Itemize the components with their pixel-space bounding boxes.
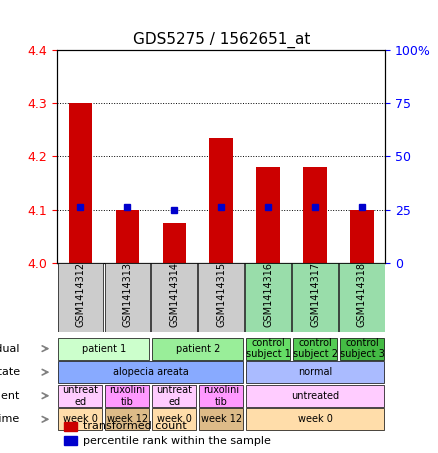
FancyBboxPatch shape	[199, 408, 243, 430]
FancyBboxPatch shape	[105, 385, 149, 407]
Bar	[209, 138, 233, 263]
Bar	[64, 421, 77, 431]
Bar	[303, 167, 327, 263]
Text: GSM1414315: GSM1414315	[216, 261, 226, 327]
Text: week 12: week 12	[201, 414, 242, 424]
Bar	[350, 210, 374, 263]
FancyBboxPatch shape	[152, 264, 197, 332]
Bar	[116, 210, 139, 263]
FancyBboxPatch shape	[245, 264, 291, 332]
FancyBboxPatch shape	[152, 408, 196, 430]
Text: week 0: week 0	[157, 414, 192, 424]
Text: untreat
ed: untreat ed	[62, 385, 99, 406]
Bar	[256, 167, 280, 263]
FancyBboxPatch shape	[339, 264, 385, 332]
Text: control
subject 2: control subject 2	[293, 338, 338, 359]
Text: ruxolini
tib: ruxolini tib	[109, 385, 145, 406]
Text: disease state: disease state	[0, 367, 20, 377]
Title: GDS5275 / 1562651_at: GDS5275 / 1562651_at	[133, 32, 310, 48]
FancyBboxPatch shape	[246, 337, 290, 360]
Text: week 0: week 0	[297, 414, 332, 424]
Text: GSM1414312: GSM1414312	[75, 261, 85, 327]
Text: GSM1414317: GSM1414317	[310, 261, 320, 327]
FancyBboxPatch shape	[199, 385, 243, 407]
FancyBboxPatch shape	[58, 408, 102, 430]
Text: individual: individual	[0, 344, 20, 354]
FancyBboxPatch shape	[105, 264, 150, 332]
FancyBboxPatch shape	[58, 264, 103, 332]
FancyBboxPatch shape	[340, 337, 384, 360]
Text: control
subject 1: control subject 1	[246, 338, 290, 359]
Text: agent: agent	[0, 391, 20, 401]
Text: patient 1: patient 1	[82, 344, 126, 354]
Text: alopecia areata: alopecia areata	[113, 367, 189, 377]
Bar	[162, 223, 186, 263]
Bar	[69, 103, 92, 263]
Text: untreated: untreated	[291, 391, 339, 401]
Text: GSM1414314: GSM1414314	[169, 261, 179, 327]
FancyBboxPatch shape	[58, 337, 149, 360]
FancyBboxPatch shape	[292, 264, 338, 332]
Text: GSM1414316: GSM1414316	[263, 261, 273, 327]
FancyBboxPatch shape	[246, 361, 384, 383]
Text: untreat
ed: untreat ed	[156, 385, 192, 406]
FancyBboxPatch shape	[105, 408, 149, 430]
FancyBboxPatch shape	[152, 385, 196, 407]
Text: GSM1414318: GSM1414318	[357, 261, 367, 327]
Text: ruxolini
tib: ruxolini tib	[203, 385, 239, 406]
Text: transformed count: transformed count	[83, 421, 187, 431]
Text: patient 2: patient 2	[176, 344, 220, 354]
FancyBboxPatch shape	[152, 337, 243, 360]
FancyBboxPatch shape	[198, 264, 244, 332]
FancyBboxPatch shape	[58, 361, 243, 383]
FancyBboxPatch shape	[293, 337, 337, 360]
Text: normal: normal	[298, 367, 332, 377]
FancyBboxPatch shape	[58, 385, 102, 407]
FancyBboxPatch shape	[246, 408, 384, 430]
FancyBboxPatch shape	[246, 385, 384, 407]
Text: time: time	[0, 414, 20, 424]
Text: control
subject 3: control subject 3	[339, 338, 385, 359]
Text: GSM1414313: GSM1414313	[122, 261, 132, 327]
Text: week 12: week 12	[107, 414, 148, 424]
Text: percentile rank within the sample: percentile rank within the sample	[83, 435, 271, 446]
Text: week 0: week 0	[63, 414, 98, 424]
Bar	[64, 436, 77, 445]
